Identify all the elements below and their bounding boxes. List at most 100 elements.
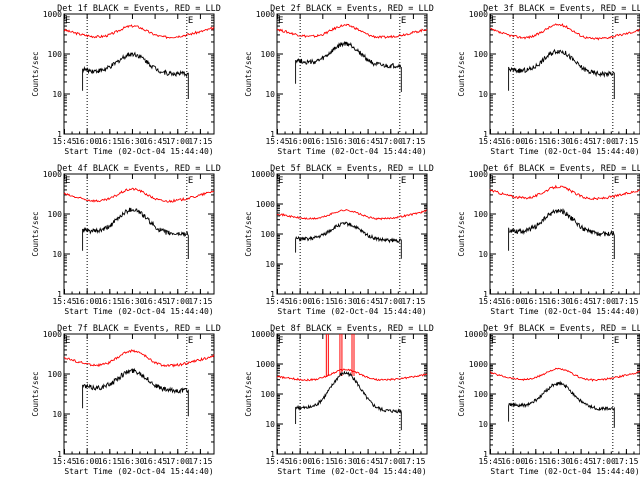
x-tick-label: 17:15: [614, 137, 638, 146]
chart-title: Det 7f BLACK = Events, RED = LLD: [57, 324, 221, 334]
corner-mark: E: [401, 336, 406, 346]
y-tick-label: 100: [261, 50, 276, 59]
chart-title: Det 6f BLACK = Events, RED = LLD: [483, 164, 640, 174]
x-tick-label: 17:00: [166, 137, 190, 146]
lld-series-line: [490, 367, 640, 382]
x-tick-label: 16:15: [311, 137, 335, 146]
x-tick-label: 16:15: [524, 297, 548, 306]
x-tick-label: 16:30: [333, 137, 357, 146]
x-tick-label: 16:00: [75, 137, 99, 146]
x-tick-label: 17:00: [166, 297, 190, 306]
lld-series-line: [63, 187, 215, 203]
x-tick-label: 16:00: [288, 457, 312, 466]
x-tick-label: 16:00: [501, 297, 525, 306]
y-tick-label: 10: [265, 420, 275, 429]
x-axis-label: Start Time (02-Oct-04 15:44:40): [490, 307, 639, 316]
y-tick-label: 1: [483, 130, 488, 139]
x-tick-label: 16:45: [569, 457, 593, 466]
y-tick-label: 1000: [43, 170, 62, 179]
x-tick-label: 16:15: [98, 137, 122, 146]
x-tick-label: 16:15: [524, 457, 548, 466]
events-series-line: [82, 207, 189, 259]
chart-title: Det 4f BLACK = Events, RED = LLD: [57, 164, 221, 174]
y-tick-label: 1000: [256, 200, 275, 209]
y-tick-label: 1: [483, 290, 488, 299]
corner-mark: E: [65, 16, 70, 26]
x-tick-label: 16:30: [333, 457, 357, 466]
y-tick-label: 10: [52, 410, 62, 419]
y-axis-label: Counts/sec: [244, 371, 253, 416]
x-tick-label: 15:45: [478, 137, 502, 146]
plot-frame: [489, 13, 640, 135]
x-tick-label: 16:15: [98, 457, 122, 466]
lld-spike: [325, 334, 329, 376]
events-series-line: [295, 221, 402, 259]
x-axis-label: Start Time (02-Oct-04 15:44:40): [490, 467, 639, 476]
lld-spike: [351, 334, 355, 376]
x-tick-label: 16:30: [333, 297, 357, 306]
detector-chart-2f: Det 2f BLACK = Events, RED = LLD 1 10 100 10…: [244, 4, 434, 156]
x-tick-label: 17:00: [592, 137, 616, 146]
x-tick-label: 17:15: [614, 457, 638, 466]
chart-title: Det 8f BLACK = Events, RED = LLD: [270, 324, 434, 334]
y-tick-label: 10: [478, 250, 488, 259]
x-tick-label: 16:00: [75, 297, 99, 306]
y-tick-label: 10: [265, 90, 275, 99]
y-axis-label: Counts/sec: [457, 371, 466, 416]
x-tick-label: 16:00: [501, 457, 525, 466]
x-tick-label: 15:45: [265, 457, 289, 466]
lld-series-line: [489, 23, 640, 41]
x-tick-label: 16:15: [311, 457, 335, 466]
y-tick-label: 100: [261, 230, 276, 239]
x-tick-label: 16:30: [120, 137, 144, 146]
y-axis-label: Counts/sec: [31, 371, 40, 416]
detector-chart-9f: Det 9f BLACK = Events, RED = LLD 1 10 100 10…: [457, 324, 640, 476]
chart-title: Det 9f BLACK = Events, RED = LLD: [483, 324, 640, 334]
y-tick-label: 1000: [469, 10, 488, 19]
corner-mark: E: [614, 336, 619, 346]
lld-spike: [339, 334, 343, 376]
y-tick-label: 1: [483, 450, 488, 459]
x-axis-label: Start Time (02-Oct-04 15:44:40): [490, 147, 639, 156]
x-tick-label: 16:30: [120, 297, 144, 306]
x-tick-label: 16:45: [143, 457, 167, 466]
detector-chart-7f: Det 7f BLACK = Events, RED = LLD 1 10 100 10…: [31, 324, 221, 476]
x-tick-label: 16:30: [546, 137, 570, 146]
corner-mark: E: [491, 336, 496, 346]
x-tick-label: 17:15: [401, 457, 425, 466]
lld-series-line: [63, 24, 215, 40]
y-tick-label: 10: [478, 420, 488, 429]
lld-series-line: [276, 208, 428, 221]
y-tick-label: 1: [270, 450, 275, 459]
x-tick-label: 17:00: [379, 457, 403, 466]
corner-mark: E: [491, 176, 496, 186]
chart-title: Det 1f BLACK = Events, RED = LLD: [57, 4, 221, 14]
y-tick-label: 1000: [256, 10, 275, 19]
x-tick-label: 16:00: [501, 137, 525, 146]
x-tick-label: 16:15: [98, 297, 122, 306]
x-axis-label: Start Time (02-Oct-04 15:44:40): [64, 307, 213, 316]
x-tick-label: 15:45: [52, 297, 76, 306]
plot-frame: [489, 173, 640, 295]
events-series-line: [508, 380, 615, 428]
x-tick-label: 16:00: [75, 457, 99, 466]
y-tick-label: 10: [52, 90, 62, 99]
chart-title: Det 3f BLACK = Events, RED = LLD: [483, 4, 640, 14]
corner-mark: E: [188, 336, 193, 346]
y-tick-label: 1: [270, 290, 275, 299]
y-tick-label: 10000: [251, 330, 275, 339]
chart-title: Det 2f BLACK = Events, RED = LLD: [270, 4, 434, 14]
corner-mark: E: [278, 176, 283, 186]
chart-title: Det 5f BLACK = Events, RED = LLD: [270, 164, 434, 174]
events-series-line: [82, 367, 189, 417]
x-axis-label: Start Time (02-Oct-04 15:44:40): [277, 307, 426, 316]
detector-chart-4f: Det 4f BLACK = Events, RED = LLD 1 10 100 10…: [31, 164, 221, 316]
x-tick-label: 16:30: [120, 457, 144, 466]
y-tick-label: 1: [57, 450, 62, 459]
y-axis-label: Counts/sec: [457, 51, 466, 96]
corner-mark: E: [65, 336, 70, 346]
x-tick-label: 17:15: [188, 457, 212, 466]
x-tick-label: 16:00: [288, 137, 312, 146]
corner-mark: E: [491, 16, 496, 26]
detector-chart-1f: Det 1f BLACK = Events, RED = LLD 1 10 100 10…: [31, 4, 221, 156]
